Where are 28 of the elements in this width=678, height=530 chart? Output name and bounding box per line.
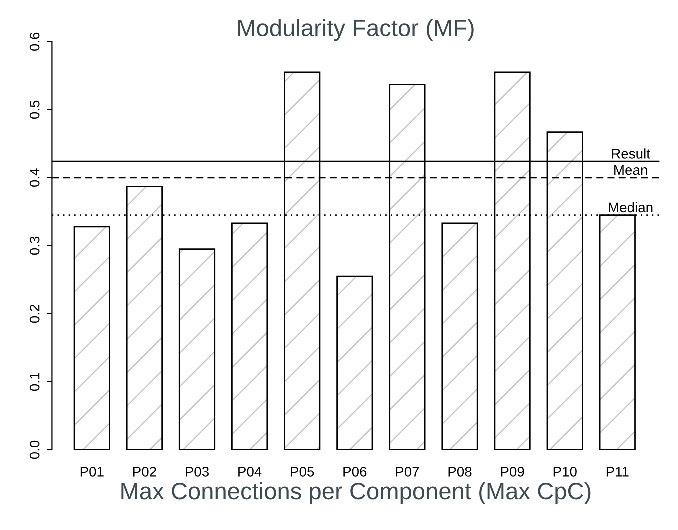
bar — [442, 222, 478, 450]
x-tick-label: P05 — [291, 467, 314, 477]
y-tick-label: 0.1 — [30, 372, 40, 392]
bar — [336, 276, 374, 450]
x-tick-label: P04 — [238, 467, 262, 477]
ref-line-label: Mean — [614, 165, 648, 176]
bar — [178, 248, 216, 450]
x-tick-label: P01 — [80, 467, 104, 477]
ref-line-label: Result — [612, 148, 650, 159]
x-tick-label: P06 — [344, 467, 367, 477]
x-tick-label: P09 — [501, 467, 524, 477]
bar — [232, 222, 268, 450]
ref-line-label: Median — [609, 202, 653, 213]
y-tick-label: 0.3 — [30, 236, 40, 256]
bar — [74, 226, 110, 450]
y-tick-label: 0.2 — [30, 304, 40, 324]
x-axis-title: Max Connections per Component (Max CpC) — [122, 482, 591, 504]
x-tick-label: P07 — [396, 467, 420, 477]
y-tick-label: 0.4 — [30, 168, 40, 188]
x-tick-label: P10 — [554, 467, 577, 477]
chart-title: Modularity Factor (MF) — [238, 19, 474, 42]
x-tick-label: P02 — [133, 467, 156, 477]
y-tick-label: 0.6 — [30, 32, 40, 51]
x-tick-label: P03 — [186, 467, 209, 477]
x-tick-label: P11 — [606, 467, 629, 477]
y-tick-label: 0.0 — [30, 440, 40, 460]
x-tick-label: P08 — [448, 467, 472, 477]
y-tick-label: 0.5 — [30, 100, 40, 119]
